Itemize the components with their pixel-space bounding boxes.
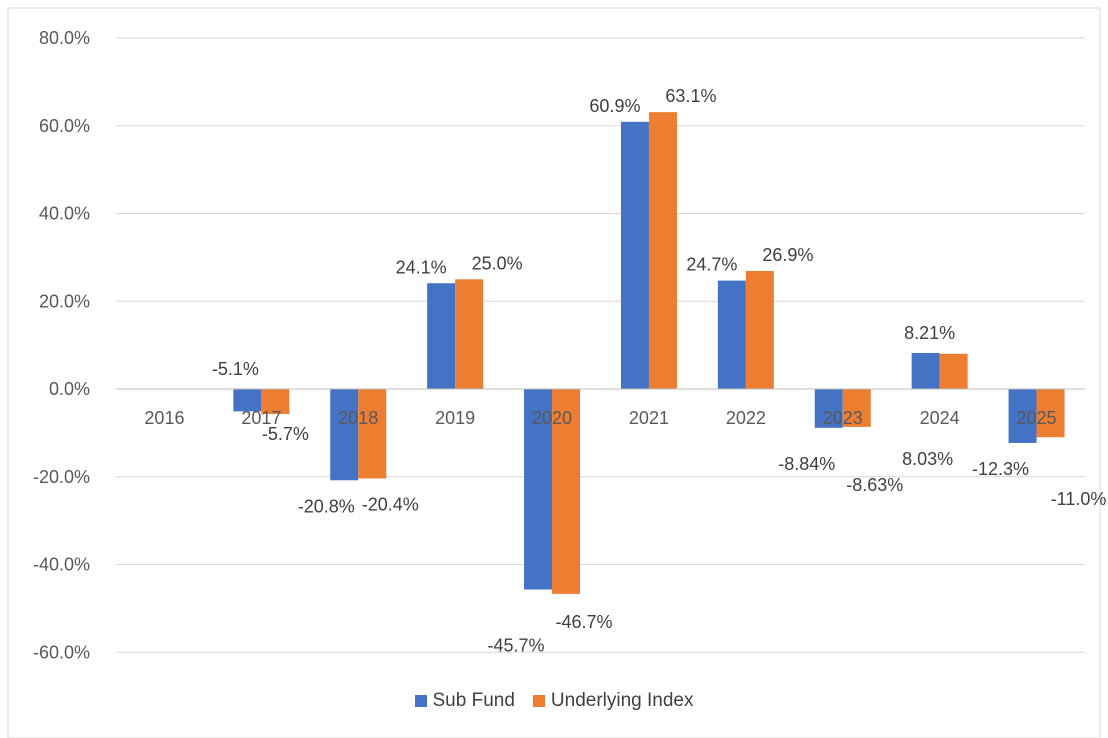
y-tick-label: -40.0% <box>33 555 90 575</box>
bars <box>233 112 1065 594</box>
data-label: -45.7% <box>488 636 545 656</box>
legend-swatch-sub-fund <box>414 695 427 707</box>
y-tick-label: 40.0% <box>39 204 90 224</box>
bar-underlying-index <box>261 389 290 415</box>
bar-underlying-index <box>455 279 484 389</box>
bar-sub-fund <box>620 121 649 390</box>
x-tick-label: 2018 <box>338 408 378 428</box>
bar-sub-fund <box>911 352 940 389</box>
bar-underlying-index <box>358 389 387 479</box>
bar-underlying-index <box>648 112 677 390</box>
legend-item-sub-fund: Sub Fund <box>414 690 515 712</box>
bar-sub-fund <box>814 389 843 428</box>
bar-underlying-index <box>939 353 968 389</box>
data-label: -8.84% <box>778 454 835 474</box>
x-tick-label: 2022 <box>726 408 766 428</box>
axes: 80.0% 60.0% 40.0% 20.0% 0.0% -20.0% -40.0% -60.… <box>33 28 1085 662</box>
data-label: -11.0% <box>1051 489 1107 509</box>
bar-sub-fund <box>717 280 746 389</box>
bar-sub-fund <box>330 389 359 481</box>
data-label: -46.7% <box>556 612 613 632</box>
data-label: -5.1% <box>212 359 259 379</box>
bar-underlying-index <box>552 389 581 594</box>
legend-item-underlying-index: Underlying Index <box>532 690 694 712</box>
y-tick-label: 0.0% <box>49 379 90 399</box>
x-tick-label: 2016 <box>144 408 184 428</box>
data-label: -20.8% <box>298 496 355 516</box>
bar-underlying-index <box>745 270 774 389</box>
bar-sub-fund <box>427 283 456 389</box>
data-label: -12.3% <box>972 459 1029 479</box>
bar-sub-fund <box>524 389 553 590</box>
x-tick-label: 2019 <box>435 408 475 428</box>
x-tick-label: 2023 <box>823 408 863 428</box>
data-label: 25.0% <box>472 253 523 273</box>
bar-underlying-index <box>842 389 871 427</box>
data-label: 26.9% <box>762 245 813 265</box>
data-label: 24.7% <box>686 255 737 275</box>
data-label: -5.7% <box>262 424 309 444</box>
y-tick-label: 20.0% <box>39 291 90 311</box>
data-label: 8.03% <box>902 449 953 469</box>
x-tick-label: 2021 <box>629 408 669 428</box>
x-tick-label: 2017 <box>241 408 281 428</box>
data-label: 63.1% <box>665 86 716 106</box>
data-label: 24.1% <box>396 257 447 277</box>
x-tick-label: 2024 <box>920 408 960 428</box>
y-tick-label: 60.0% <box>39 116 90 136</box>
legend-label-underlying-index: Underlying Index <box>550 690 694 711</box>
data-label: 8.21% <box>904 323 955 343</box>
bar-sub-fund <box>233 389 262 412</box>
data-label: -20.4% <box>362 495 419 515</box>
y-tick-label: -60.0% <box>33 642 90 662</box>
y-tick-label: 80.0% <box>39 28 90 48</box>
gridlines <box>116 37 1085 653</box>
legend: Sub Fund Underlying Index <box>0 690 1108 712</box>
legend-label-sub-fund: Sub Fund <box>432 690 515 711</box>
x-tick-label: 2025 <box>1017 408 1057 428</box>
data-label: 60.9% <box>589 96 640 116</box>
data-label: -8.63% <box>846 475 903 495</box>
y-tick-label: -20.0% <box>33 467 90 487</box>
bar-underlying-index <box>1036 389 1065 438</box>
legend-swatch-underlying-index <box>532 695 545 707</box>
x-tick-label: 2020 <box>532 408 572 428</box>
data-labels: 2016 -5.1% -5.7%2017 -20.8% -20.4% 2018 24.1% 2… <box>144 86 1106 655</box>
bar-sub-fund <box>1008 389 1037 443</box>
